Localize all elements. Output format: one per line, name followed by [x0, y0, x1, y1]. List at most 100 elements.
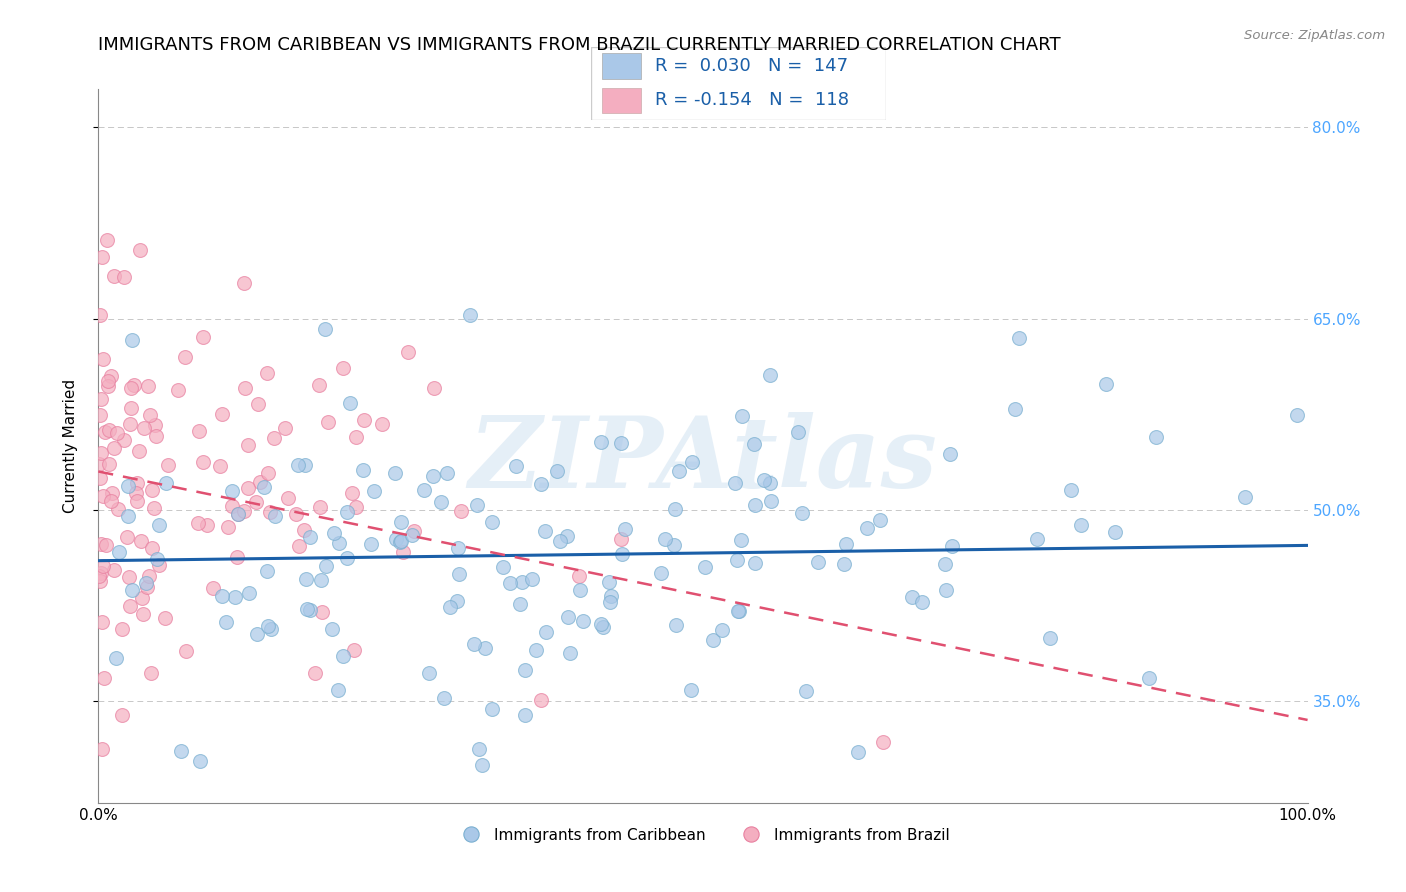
Point — [790, 507, 813, 521]
Point — [418, 665, 440, 680]
Point — [298, 531, 321, 545]
Point — [246, 627, 269, 641]
Point — [91, 559, 114, 574]
Point — [872, 735, 894, 749]
Point — [336, 505, 359, 519]
Point — [148, 558, 170, 572]
Point — [284, 507, 307, 521]
Point — [256, 366, 278, 380]
Point — [217, 519, 239, 533]
Point — [90, 566, 112, 580]
Point — [481, 515, 503, 529]
Point — [294, 572, 316, 586]
Point — [328, 536, 350, 550]
Point — [650, 566, 672, 581]
Point — [557, 610, 579, 624]
Point — [90, 742, 112, 756]
Point — [96, 538, 118, 552]
Point — [253, 480, 276, 494]
Point — [339, 396, 361, 410]
Text: IMMIGRANTS FROM CARIBBEAN VS IMMIGRANTS FROM BRAZIL CURRENTLY MARRIED CORRELATIO: IMMIGRANTS FROM CARIBBEAN VS IMMIGRANTS … — [98, 36, 1062, 54]
Point — [274, 421, 297, 435]
Point — [662, 538, 685, 552]
Point — [447, 541, 470, 556]
Point — [221, 499, 243, 513]
Point — [94, 425, 117, 439]
Point — [97, 374, 120, 388]
Point — [292, 524, 315, 538]
Point — [121, 583, 143, 598]
Point — [191, 330, 214, 344]
Point — [353, 413, 375, 427]
Point — [832, 557, 855, 571]
Point — [89, 408, 111, 422]
Point — [146, 551, 169, 566]
Point — [259, 505, 281, 519]
Point — [107, 545, 129, 559]
Point — [100, 368, 122, 383]
Point — [534, 624, 557, 639]
Point — [332, 649, 354, 664]
Text: R = -0.154   N =  118: R = -0.154 N = 118 — [655, 91, 849, 109]
Point — [202, 581, 225, 595]
Point — [226, 507, 249, 521]
Point — [510, 574, 533, 589]
Point — [89, 471, 111, 485]
Point — [315, 558, 337, 573]
Point — [530, 476, 553, 491]
Text: Source: ZipAtlas.com: Source: ZipAtlas.com — [1244, 29, 1385, 42]
Point — [299, 602, 322, 616]
Point — [103, 562, 125, 576]
Point — [711, 623, 734, 637]
Point — [173, 350, 195, 364]
Point — [139, 408, 162, 422]
Point — [245, 495, 267, 509]
Point — [110, 708, 132, 723]
Point — [572, 614, 595, 628]
Point — [423, 381, 446, 395]
Point — [246, 397, 269, 411]
Point — [610, 435, 633, 450]
Point — [98, 423, 121, 437]
Point — [731, 409, 754, 423]
Text: R =  0.030   N =  147: R = 0.030 N = 147 — [655, 56, 849, 75]
Point — [143, 500, 166, 515]
Point — [513, 663, 536, 677]
Point — [308, 378, 330, 392]
Point — [467, 742, 489, 756]
Point — [439, 599, 461, 614]
Point — [89, 574, 111, 589]
Y-axis label: Currently Married: Currently Married — [63, 379, 77, 513]
Point — [934, 557, 956, 571]
Point — [665, 618, 688, 632]
Point — [233, 381, 256, 395]
Point — [589, 616, 612, 631]
Point — [277, 491, 299, 506]
Point — [363, 484, 385, 499]
Point — [591, 434, 613, 449]
Point — [835, 537, 858, 551]
Point — [321, 622, 343, 636]
Point — [869, 512, 891, 526]
Point — [546, 464, 568, 478]
Point — [389, 534, 412, 549]
Point — [1008, 331, 1031, 345]
Point — [450, 504, 472, 518]
Point — [236, 481, 259, 495]
Point — [238, 586, 260, 600]
Point — [314, 322, 336, 336]
Point — [224, 591, 246, 605]
Point — [396, 345, 419, 359]
Point — [107, 502, 129, 516]
Point — [1026, 532, 1049, 546]
Point — [446, 593, 468, 607]
Point — [141, 483, 163, 498]
Point — [211, 589, 233, 603]
Point — [91, 615, 114, 630]
Point — [558, 647, 581, 661]
Point — [96, 233, 118, 247]
Point — [592, 620, 614, 634]
Point — [145, 429, 167, 443]
Point — [105, 426, 128, 441]
Point — [233, 276, 256, 290]
